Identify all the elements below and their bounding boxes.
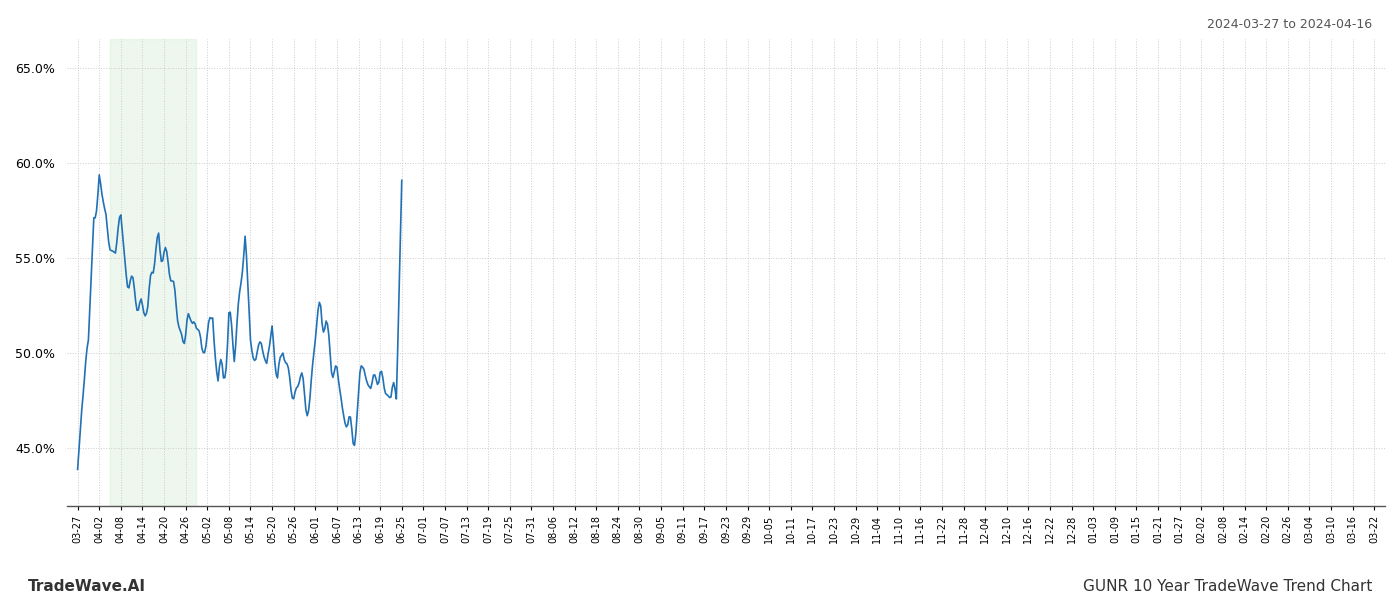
Bar xyxy=(111,39,196,506)
Text: 2024-03-27 to 2024-04-16: 2024-03-27 to 2024-04-16 xyxy=(1207,18,1372,31)
Text: TradeWave.AI: TradeWave.AI xyxy=(28,579,146,594)
Text: GUNR 10 Year TradeWave Trend Chart: GUNR 10 Year TradeWave Trend Chart xyxy=(1082,579,1372,594)
